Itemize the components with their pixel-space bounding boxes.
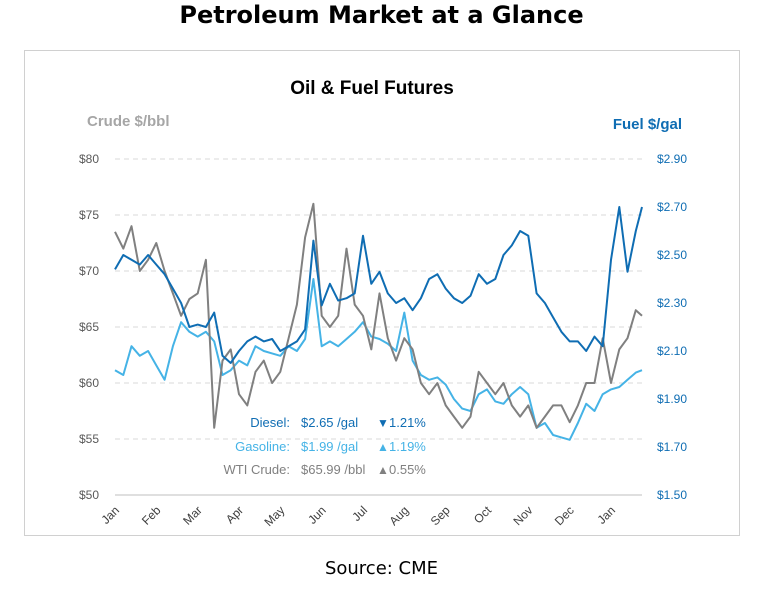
x-tick-label: Nov bbox=[510, 503, 535, 528]
series-line-wti-crude bbox=[114, 202, 643, 429]
left-axis-ticks: $80 $75 $70 $65 $60 $55 $50 bbox=[79, 152, 99, 502]
legend-wti-crude-arrow: ▲ bbox=[377, 463, 389, 477]
x-tick-label: Apr bbox=[223, 503, 246, 526]
source-note: Source: CME bbox=[324, 558, 439, 579]
right-tick-label: $2.70 bbox=[657, 200, 687, 214]
chart-title: Oil & Fuel Futures bbox=[290, 78, 454, 99]
x-tick-label: Aug bbox=[386, 503, 411, 528]
right-tick-label: $1.50 bbox=[657, 488, 687, 502]
x-axis-ticks: Jan Feb Mar Apr May Jun Jul Aug Sep Oct Nov Dec Jan bbox=[99, 503, 619, 529]
left-tick-label: $50 bbox=[79, 488, 99, 502]
right-axis-label: Fuel $/gal bbox=[613, 116, 682, 133]
page-title: Petroleum Market at a Glance bbox=[179, 1, 584, 29]
legend-diesel-label: Diesel: bbox=[250, 415, 290, 430]
oil-fuel-futures-chart: Oil & Fuel Futures Crude $/bbl Fuel $/ga… bbox=[79, 78, 687, 529]
series-line-gasoline bbox=[114, 278, 643, 441]
legend-diesel-arrow: ▼ bbox=[377, 416, 389, 430]
left-tick-label: $75 bbox=[79, 208, 99, 222]
legend-wti-crude-label: WTI Crude: bbox=[224, 462, 290, 477]
x-tick-label: Sep bbox=[428, 503, 453, 528]
legend-gasoline-value: $1.99 /gal bbox=[301, 439, 358, 454]
legend-wti-crude-value: $65.99 /bbl bbox=[301, 462, 365, 477]
left-tick-label: $55 bbox=[79, 432, 99, 446]
legend-gasoline-arrow: ▲ bbox=[377, 440, 389, 454]
legend-gasoline-label: Gasoline: bbox=[235, 439, 290, 454]
right-tick-label: $2.90 bbox=[657, 152, 687, 166]
left-tick-label: $80 bbox=[79, 152, 99, 166]
x-tick-label: Dec bbox=[552, 503, 577, 528]
right-tick-label: $2.50 bbox=[657, 248, 687, 262]
legend-diesel-change: 1.21% bbox=[389, 415, 426, 430]
right-axis-ticks: $2.90 $2.70 $2.50 $2.30 $2.10 $1.90 $1.70 $1.50 bbox=[657, 152, 687, 502]
x-tick-label: Jun bbox=[305, 503, 329, 527]
x-tick-label: Feb bbox=[139, 503, 164, 528]
x-tick-label: Jan bbox=[99, 503, 123, 527]
x-tick-label: May bbox=[262, 503, 288, 529]
left-tick-label: $60 bbox=[79, 376, 99, 390]
legend: Diesel: $2.65 /gal ▼ 1.21% Gasoline: $1.99 /g… bbox=[224, 415, 427, 477]
x-tick-label: Oct bbox=[471, 503, 495, 527]
series-line-diesel bbox=[114, 206, 643, 364]
series-lines bbox=[114, 202, 643, 441]
left-tick-label: $65 bbox=[79, 320, 99, 334]
x-tick-label: Mar bbox=[180, 503, 205, 528]
legend-gasoline-change: 1.19% bbox=[389, 439, 426, 454]
x-tick-label: Jan bbox=[595, 503, 619, 527]
chart-frame: Oil & Fuel Futures Crude $/bbl Fuel $/ga… bbox=[24, 50, 740, 536]
legend-diesel-value: $2.65 /gal bbox=[301, 415, 358, 430]
right-tick-label: $2.30 bbox=[657, 296, 687, 310]
x-tick-label: Jul bbox=[349, 503, 370, 524]
gridlines bbox=[115, 158, 642, 496]
right-tick-label: $1.90 bbox=[657, 392, 687, 406]
left-axis-label: Crude $/bbl bbox=[87, 113, 170, 130]
left-tick-label: $70 bbox=[79, 264, 99, 278]
legend-wti-crude-change: 0.55% bbox=[389, 462, 426, 477]
right-tick-label: $1.70 bbox=[657, 440, 687, 454]
right-tick-label: $2.10 bbox=[657, 344, 687, 358]
